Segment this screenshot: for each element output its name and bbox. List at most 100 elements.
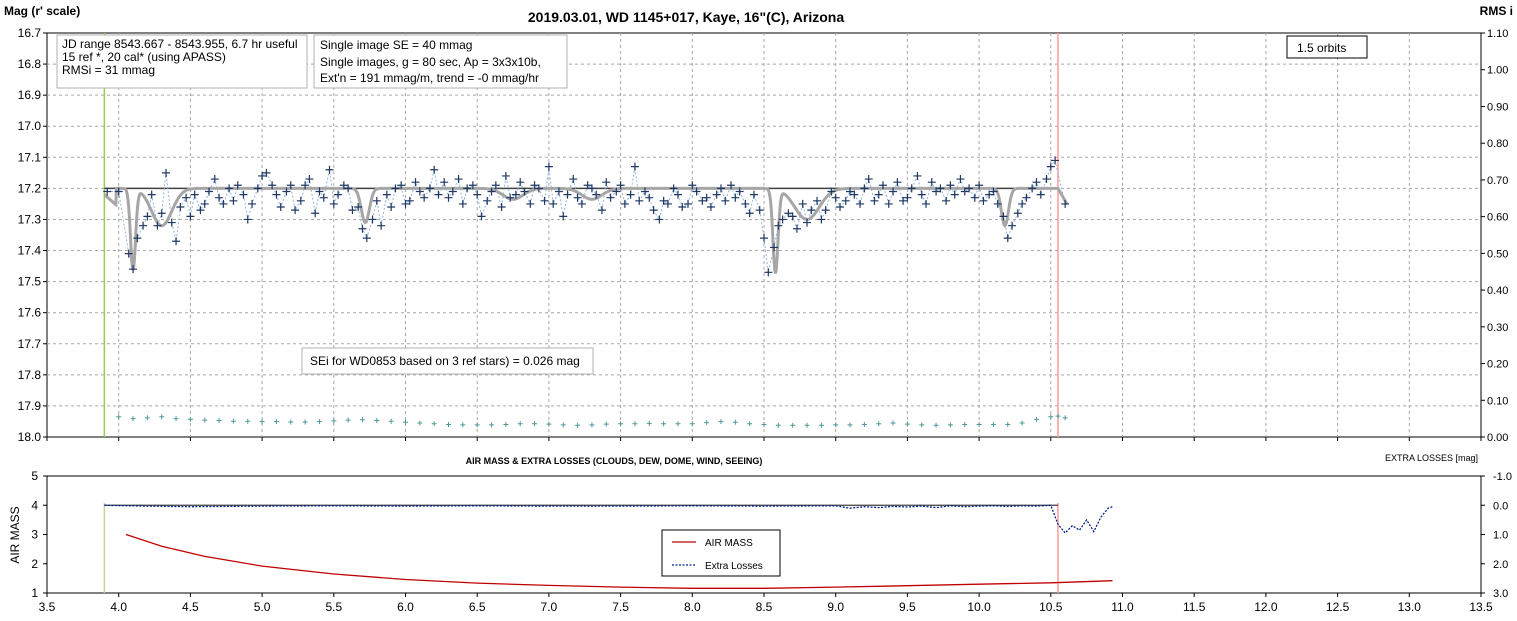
observation-point <box>760 234 768 243</box>
observation-point <box>387 203 396 212</box>
observation-point <box>755 206 764 215</box>
rms-point <box>1048 414 1054 420</box>
observation-point <box>382 190 391 199</box>
rms-point <box>417 420 423 426</box>
x-tick-label: 11.0 <box>1111 600 1134 614</box>
observation-point <box>850 190 859 199</box>
observation-point <box>114 187 123 196</box>
observation-point <box>702 193 711 202</box>
observation-point <box>124 249 133 258</box>
annotation-jd-range: JD range 8543.667 - 8543.955, 6.7 hr use… <box>56 34 308 89</box>
observation-point <box>243 215 252 224</box>
annotation-line: 1.5 orbits <box>1297 41 1346 55</box>
observation-point <box>253 184 262 193</box>
bottom-y-axis-label-right: EXTRA LOSSES [mag] <box>1385 453 1478 463</box>
x-tick-label: 4.0 <box>110 600 127 614</box>
y-tick-label: 18.0 <box>18 430 42 444</box>
observation-point <box>147 190 156 199</box>
observation-point <box>157 209 166 218</box>
x-tick-label: 13.5 <box>1469 600 1493 614</box>
observation-point <box>626 190 635 199</box>
x-tick-label: 12.0 <box>1254 600 1278 614</box>
rms-point <box>431 421 437 427</box>
top-y-axis-label-right: RMS i <box>1480 4 1513 18</box>
observation-point <box>1028 184 1037 193</box>
observation-point <box>448 187 457 196</box>
rms-point <box>316 419 322 425</box>
rms-point <box>560 422 566 428</box>
observation-point <box>979 196 988 205</box>
observation-point <box>817 215 826 224</box>
observation-point <box>764 268 773 277</box>
observation-point <box>276 203 285 212</box>
observation-point <box>219 199 228 208</box>
observation-point <box>836 203 845 212</box>
observation-point <box>167 218 176 227</box>
observation-point <box>153 221 162 230</box>
air-mass-line <box>125 533 1113 589</box>
rms-point <box>833 422 839 428</box>
observation-point <box>792 224 801 233</box>
observation-point <box>606 193 615 202</box>
observation-point <box>907 184 916 193</box>
rms-point <box>632 421 638 427</box>
observation-point <box>225 184 234 193</box>
x-tick-label: 6.5 <box>469 600 486 614</box>
rms-point <box>259 419 265 425</box>
rms-point <box>532 421 538 427</box>
rms-point <box>818 422 824 428</box>
observation-point <box>411 178 420 187</box>
rms-point <box>761 422 767 428</box>
observation-point <box>735 187 744 196</box>
observation-point <box>397 181 406 190</box>
observation-point <box>534 184 543 193</box>
observation-point <box>913 171 922 180</box>
observation-point <box>563 190 572 199</box>
observation-point <box>477 212 486 221</box>
observation-point <box>827 187 836 196</box>
observation-point <box>354 203 363 212</box>
observation-point <box>688 181 697 190</box>
observation-point <box>319 193 328 202</box>
rms-point <box>230 418 236 424</box>
rms-point <box>718 419 724 425</box>
observation-point <box>864 175 873 184</box>
observation-point <box>362 234 371 243</box>
rms-point <box>976 422 982 428</box>
observation-point <box>1042 175 1051 184</box>
observation-point <box>692 187 701 196</box>
x-tick-label: 7.5 <box>612 600 629 614</box>
observation-point <box>549 199 558 208</box>
observation-point <box>210 175 219 184</box>
observation-point <box>262 168 271 177</box>
observation-point <box>329 199 338 208</box>
observation-point <box>592 190 601 199</box>
observation-point <box>678 203 687 212</box>
y-tick-label: 17.3 <box>18 212 42 226</box>
rms-point <box>790 422 796 428</box>
rms-point <box>689 421 695 427</box>
y-right-tick-label: 0.80 <box>1487 138 1508 150</box>
y-tick-label: 17.9 <box>18 399 42 413</box>
observation-point <box>831 193 840 202</box>
rms-point <box>732 419 738 425</box>
observation-point <box>874 190 883 199</box>
model-curve <box>103 186 1069 274</box>
annotation-orbits: 1.5 orbits <box>1286 35 1368 59</box>
observation-point <box>807 206 816 215</box>
observation-point <box>483 196 492 205</box>
observation-point <box>305 175 314 184</box>
rms-point <box>245 418 251 424</box>
observation-point <box>774 221 783 230</box>
observation-point <box>770 243 779 252</box>
observation-point <box>597 206 606 215</box>
observation-point <box>635 196 644 205</box>
y-right-tick-label: 1.00 <box>1487 65 1508 77</box>
observation-point <box>182 193 191 202</box>
rms-point <box>144 415 150 421</box>
y-tick-label: 1 <box>31 586 38 600</box>
observation-point <box>673 190 682 199</box>
y-tick-label: 17.5 <box>18 275 42 289</box>
observation-point <box>698 196 707 205</box>
